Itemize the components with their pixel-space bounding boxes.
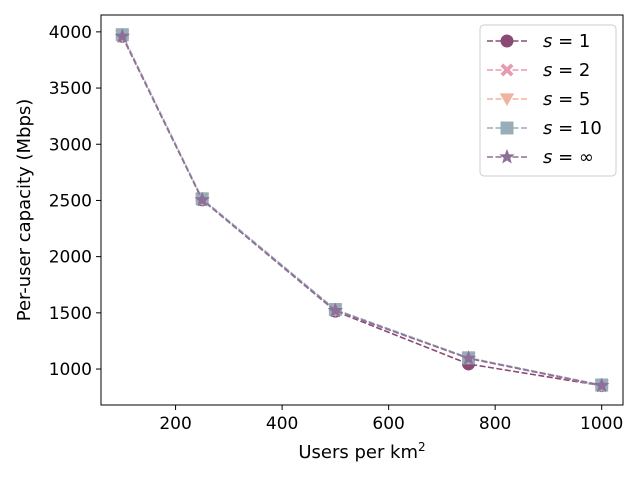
legend-marker: [500, 121, 514, 135]
y-tick-label: 3500: [49, 79, 92, 99]
x-tick-label: 400: [266, 414, 298, 434]
legend-marker: [499, 148, 515, 164]
legend-marker: [499, 93, 515, 107]
y-axis-label: Per-user capacity (Mbps): [14, 99, 35, 322]
legend-item: s = 5: [487, 89, 590, 110]
x-axis: 200 400 600 800 1000: [159, 405, 623, 434]
legend-label: s = 10: [543, 118, 602, 139]
data-point: [194, 191, 210, 207]
legend-marker: [500, 34, 514, 48]
plot-frame: [100, 14, 624, 406]
x-tick-label: 600: [372, 414, 404, 434]
legend-box: [479, 24, 617, 177]
y-tick-label: 4000: [49, 23, 92, 43]
data-point: [114, 28, 131, 43]
y-tick-label: 2500: [49, 191, 92, 211]
data-point: [460, 350, 477, 365]
legend: s = 1 s = 2 s = 5 s = 10 s = ∞: [479, 24, 617, 177]
legend-label: s = ∞: [543, 147, 594, 168]
legend-label: s = 5: [543, 89, 590, 110]
y-tick-label: 3000: [49, 135, 92, 155]
y-tick-label: 1000: [49, 360, 92, 380]
x-axis-label: Users per km2: [298, 440, 425, 463]
data-point: [593, 377, 610, 393]
legend-item: s = 1: [487, 31, 590, 52]
series-line: [121, 35, 602, 387]
series-5: [114, 28, 610, 393]
legend-item: s = 2: [487, 60, 590, 81]
y-tick-label: 1500: [49, 304, 92, 324]
plot-area: [114, 28, 610, 393]
legend-label: s = 1: [543, 31, 590, 52]
x-tick-label: 800: [479, 414, 511, 434]
legend-label: s = 2: [543, 60, 590, 81]
data-point: [327, 302, 344, 318]
y-axis: 1000 1500 2000 2500 3000 3500 4000: [49, 23, 101, 380]
legend-item: s = ∞: [487, 147, 594, 168]
x-tick-label: 200: [159, 414, 191, 434]
y-tick-label: 2000: [49, 248, 92, 268]
x-tick-label: 1000: [580, 414, 623, 434]
legend-item: s = 10: [487, 118, 602, 139]
legend-marker: [500, 63, 514, 77]
